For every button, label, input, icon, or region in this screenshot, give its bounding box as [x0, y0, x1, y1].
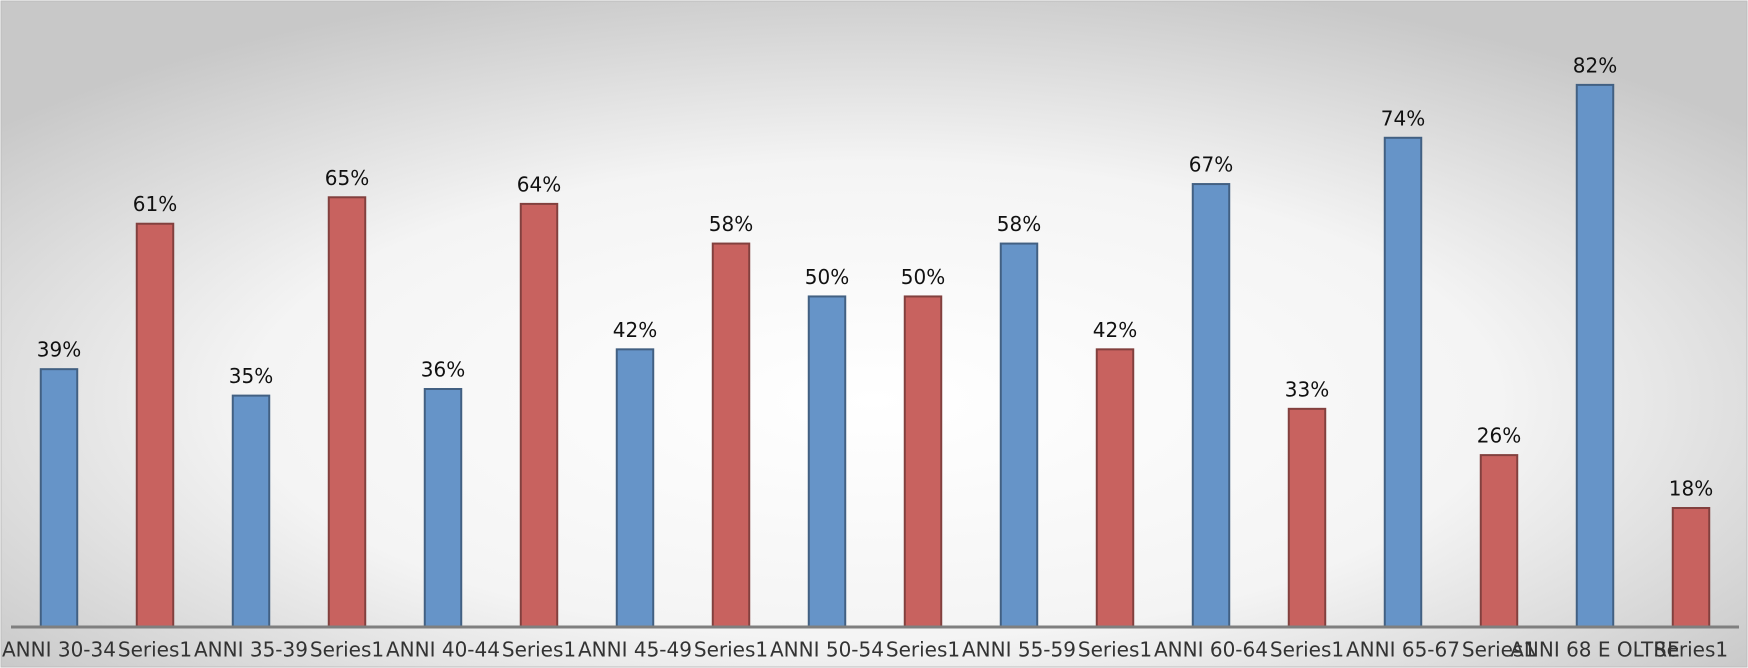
bar [1671, 507, 1711, 628]
x-tick-label: ANNI 30-34 [2, 638, 116, 662]
x-tick-label: ANNI 65-67 [1346, 638, 1460, 662]
x-tick-label: ANNI 60-64 [1154, 638, 1268, 662]
bar [999, 242, 1039, 629]
data-label: 26% [1477, 424, 1521, 448]
bar [327, 196, 367, 628]
x-tick-label: Series1 [310, 638, 384, 662]
x-tick-label: ANNI 50-54 [770, 638, 884, 662]
bar [1287, 407, 1327, 629]
bar [711, 242, 751, 629]
x-tick-label: ANNI 40-44 [386, 638, 500, 662]
data-label: 67% [1189, 153, 1233, 177]
data-label: 58% [709, 212, 753, 236]
x-tick-label: ANNI 68 E OLTRE [1510, 638, 1680, 662]
data-label: 42% [1093, 318, 1137, 342]
bar [1095, 348, 1135, 628]
data-label: 50% [901, 265, 945, 289]
x-tick-label: ANNI 45-49 [578, 638, 692, 662]
data-label: 36% [421, 358, 465, 382]
x-tick-label: ANNI 55-59 [962, 638, 1076, 662]
bar [903, 295, 943, 628]
data-label: 39% [37, 338, 81, 362]
bar [519, 202, 559, 628]
data-label: 58% [997, 212, 1041, 236]
x-tick-label: Series1 [694, 638, 768, 662]
x-tick-label: Series1 [118, 638, 192, 662]
x-tick-label: Series1 [1078, 638, 1152, 662]
data-label: 18% [1669, 477, 1713, 501]
bar [615, 348, 655, 628]
x-tick-label: Series1 [886, 638, 960, 662]
x-tick-label: Series1 [1654, 638, 1728, 662]
bar [1383, 136, 1423, 628]
bar [1575, 83, 1615, 628]
x-tick-label: Series1 [502, 638, 576, 662]
data-label: 64% [517, 172, 561, 196]
data-label: 61% [133, 192, 177, 216]
data-label: 65% [325, 166, 369, 190]
data-label: 33% [1285, 377, 1329, 401]
data-label: 74% [1381, 106, 1425, 130]
bar [1479, 454, 1519, 628]
data-label: 50% [805, 265, 849, 289]
bar [807, 295, 847, 628]
bar [423, 388, 463, 628]
x-tick-label: Series1 [1462, 638, 1536, 662]
data-label: 42% [613, 318, 657, 342]
x-tick-label: ANNI 35-39 [194, 638, 308, 662]
bar [39, 368, 79, 628]
bar [1191, 183, 1231, 629]
data-label: 35% [229, 364, 273, 388]
bar [135, 222, 175, 628]
x-tick-label: Series1 [1270, 638, 1344, 662]
data-label: 82% [1573, 53, 1617, 77]
bar [231, 394, 271, 628]
